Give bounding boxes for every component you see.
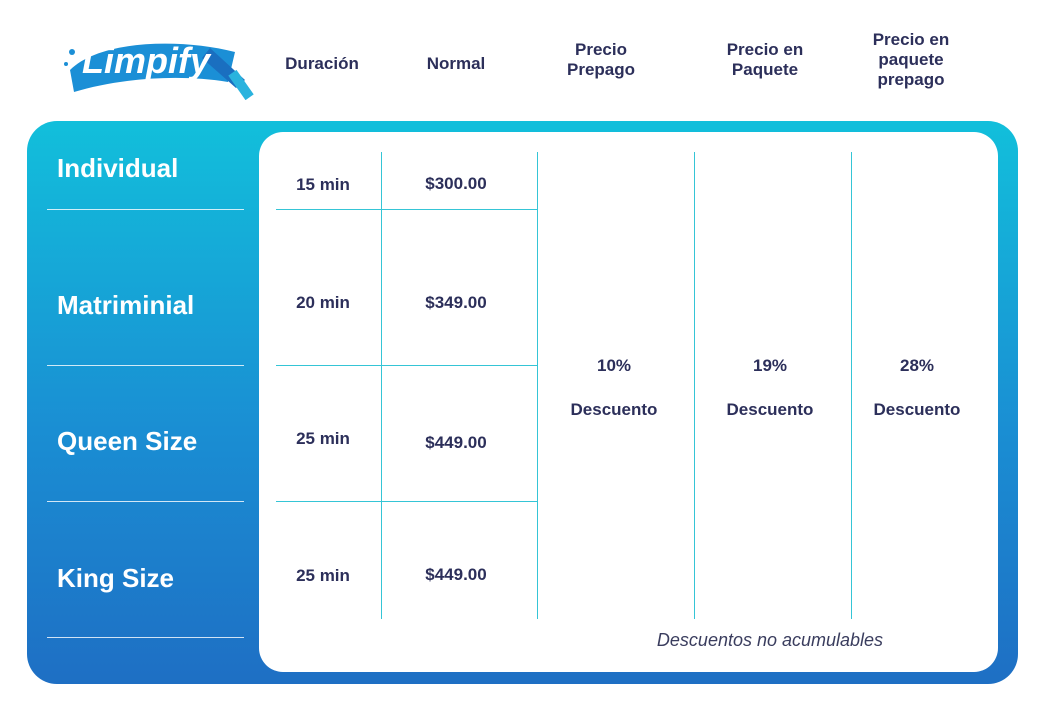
brand-logo: Limpify Lavado & Sanitizado: [60, 30, 260, 101]
header-prepaid: Precio Prepago: [541, 40, 661, 80]
row-label-individual: Individual: [57, 153, 179, 183]
grid-hline: [276, 365, 538, 366]
row-divider: [47, 209, 244, 210]
cell-duration: 20 min: [296, 293, 350, 312]
price-table-card: [259, 132, 998, 672]
header-package-prepaid: Precio en paquete prepago: [851, 30, 971, 90]
header-package-line1: Precio en: [726, 40, 804, 59]
header-prepaid-line2: Prepago: [566, 60, 636, 79]
squeegee-icon: [64, 43, 254, 101]
cell-price: $449.00: [425, 565, 487, 584]
cell-duration: 15 min: [296, 175, 350, 194]
cell-duration: 25 min: [296, 429, 350, 448]
grid-vline: [851, 152, 852, 619]
row-divider: [47, 365, 244, 366]
grid-vline: [537, 152, 538, 619]
row-label-king: King Size: [57, 563, 175, 593]
row-divider: [47, 501, 244, 502]
discount-percent: 19%: [752, 356, 788, 375]
discount-percent: 10%: [596, 356, 632, 375]
header-package-prepaid-line3: prepago: [877, 70, 945, 89]
header-prepaid-line1: Precio: [575, 40, 627, 59]
grid-hline: [276, 501, 538, 502]
discount-label: Descuento: [570, 400, 658, 419]
row-label-matrimonial: Matriminial: [57, 290, 195, 320]
discount-percent: 28%: [899, 356, 935, 375]
header-package: Precio en Paquete: [705, 40, 825, 80]
grid-vline: [381, 152, 382, 619]
header-package-prepaid-line2: paquete: [878, 50, 944, 69]
brand-name: Limpify: [82, 40, 211, 81]
row-divider: [47, 637, 244, 638]
header-duration: Duración: [285, 54, 359, 73]
discount-prepaid: 10% Descuento: [545, 356, 683, 420]
grid-hline: [276, 209, 538, 210]
cell-price: $449.00: [425, 433, 487, 452]
discount-package-prepaid: 28% Descuento: [848, 356, 986, 420]
cell-price: $349.00: [425, 293, 487, 312]
cell-duration: 25 min: [296, 566, 350, 585]
header-normal: Normal: [426, 54, 486, 73]
cell-price: $300.00: [425, 174, 487, 193]
discount-package: 19% Descuento: [701, 356, 839, 420]
discount-label: Descuento: [873, 400, 961, 419]
discount-label: Descuento: [726, 400, 814, 419]
footnote: Descuentos no acumulables: [656, 630, 884, 650]
row-label-queen: Queen Size: [57, 426, 198, 456]
brand-tagline: Lavado & Sanitizado: [145, 80, 214, 87]
header-package-prepaid-line1: Precio en: [872, 30, 950, 49]
header-package-line2: Paquete: [731, 60, 799, 79]
grid-vline: [694, 152, 695, 619]
